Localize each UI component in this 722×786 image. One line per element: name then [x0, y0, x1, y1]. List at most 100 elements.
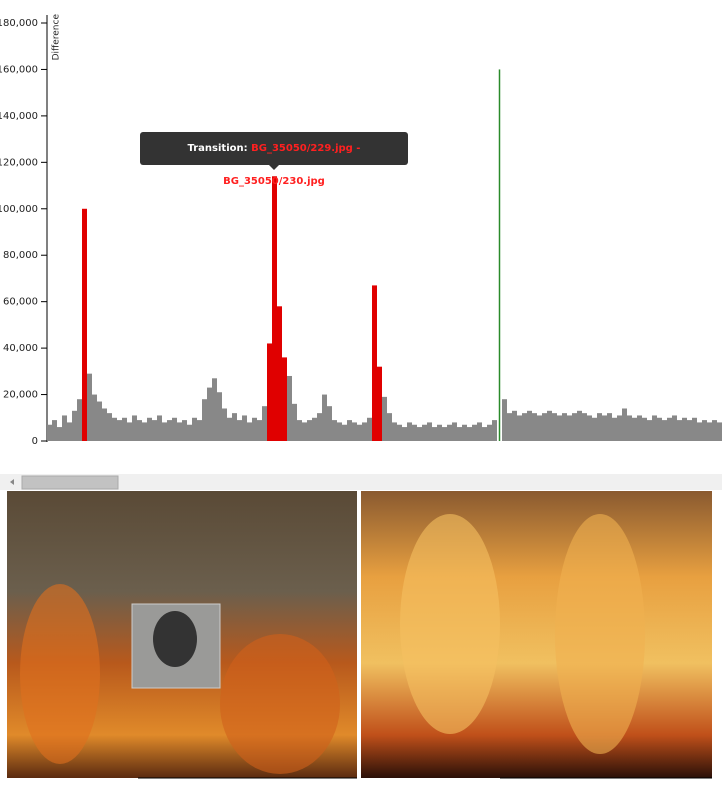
- bar: [532, 413, 537, 441]
- bar: [652, 415, 657, 441]
- tooltip-text: BG_35050/229.jpg - BG_35050/230.jpg: [223, 143, 361, 187]
- bar: [347, 420, 352, 441]
- bar: [717, 422, 722, 441]
- scrollbar[interactable]: [0, 474, 722, 490]
- bar: [537, 415, 542, 441]
- bar: [332, 420, 337, 441]
- bar: [427, 422, 432, 441]
- y-axis-label: Difference: [52, 14, 62, 61]
- bar: [337, 422, 342, 441]
- bar: [47, 424, 52, 441]
- bar: [302, 422, 307, 441]
- bar: [492, 420, 497, 441]
- bar: [237, 420, 242, 441]
- bar: [297, 420, 302, 441]
- bar: [372, 285, 377, 441]
- bar: [57, 427, 62, 441]
- bar: [577, 410, 582, 441]
- bar: [267, 343, 272, 441]
- bar: [252, 417, 257, 441]
- bar: [672, 415, 677, 441]
- bar: [187, 424, 192, 441]
- bar: [52, 420, 57, 441]
- bar: [357, 424, 362, 441]
- y-tick-label: 140,000: [0, 111, 38, 122]
- bar: [447, 424, 452, 441]
- bar: [522, 413, 527, 441]
- bar: [102, 408, 107, 441]
- bar: [172, 417, 177, 441]
- bar: [282, 357, 287, 441]
- bar: [242, 415, 247, 441]
- bar: [607, 413, 612, 441]
- bar: [582, 413, 587, 441]
- bar: [112, 417, 117, 441]
- bar: [87, 373, 92, 441]
- bar: [247, 422, 252, 441]
- bar: [617, 415, 622, 441]
- y-tick-label: 40,000: [3, 343, 38, 354]
- bar: [592, 417, 597, 441]
- bar: [662, 420, 667, 441]
- bar: [502, 399, 507, 441]
- bar: [142, 422, 147, 441]
- bar: [192, 417, 197, 441]
- bar: [367, 417, 372, 441]
- bar: [272, 176, 277, 441]
- bar: [77, 399, 82, 441]
- bar: [552, 413, 557, 441]
- scrollbar-thumb[interactable]: [21, 475, 119, 490]
- bar: [107, 413, 112, 441]
- bar: [482, 427, 487, 441]
- bar: [642, 417, 647, 441]
- bar: [432, 427, 437, 441]
- bar: [292, 403, 297, 441]
- bar: [687, 420, 692, 441]
- bar: [387, 413, 392, 441]
- bar: [707, 422, 712, 441]
- bar: [147, 417, 152, 441]
- bar: [682, 417, 687, 441]
- bar: [627, 415, 632, 441]
- bar: [132, 415, 137, 441]
- bar: [487, 424, 492, 441]
- bar: [702, 420, 707, 441]
- scroll-left-arrow[interactable]: [10, 479, 14, 485]
- bar: [97, 401, 102, 441]
- bar: [572, 413, 577, 441]
- flame: [220, 634, 340, 774]
- bar: [312, 417, 317, 441]
- bar: [152, 420, 157, 441]
- flame: [555, 514, 645, 754]
- bar: [382, 396, 387, 441]
- bar: [602, 415, 607, 441]
- bar: [567, 415, 572, 441]
- y-tick-label: 100,000: [0, 204, 38, 215]
- bar: [202, 399, 207, 441]
- bar: [182, 420, 187, 441]
- y-tick-label: 20,000: [3, 390, 38, 401]
- bar: [397, 424, 402, 441]
- bar: [417, 427, 422, 441]
- bar: [667, 417, 672, 441]
- bar: [342, 424, 347, 441]
- bar: [362, 422, 367, 441]
- bar: [677, 420, 682, 441]
- bar: [697, 422, 702, 441]
- bar: [67, 422, 72, 441]
- bar: [72, 410, 77, 441]
- bar: [637, 415, 642, 441]
- bar: [317, 413, 322, 441]
- bar: [392, 422, 397, 441]
- bar: [322, 394, 327, 441]
- bar: [632, 417, 637, 441]
- bar: [377, 366, 382, 441]
- bar: [62, 415, 67, 441]
- bar: [597, 413, 602, 441]
- bar: [402, 427, 407, 441]
- chart: Difference 0 20,000 40,000 60,000 80,000 100,…: [0, 14, 722, 447]
- y-tick-label: 80,000: [3, 250, 38, 261]
- bar: [472, 424, 477, 441]
- bar: [412, 424, 417, 441]
